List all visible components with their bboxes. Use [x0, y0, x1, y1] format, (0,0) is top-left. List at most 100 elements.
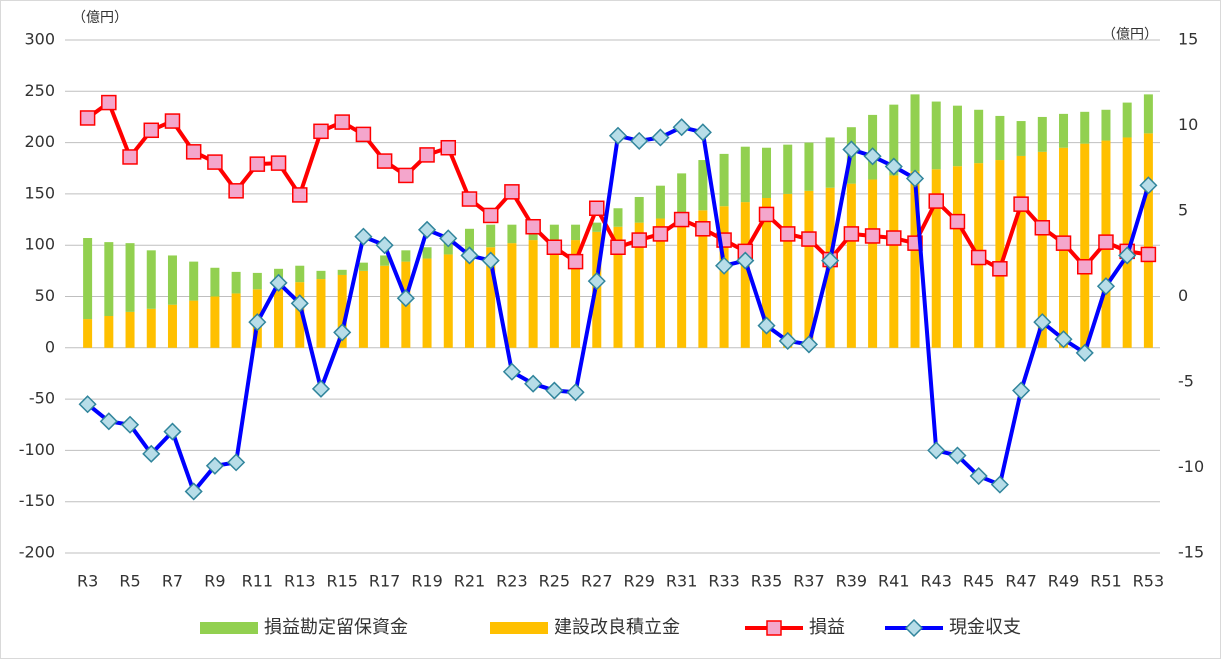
marker: [419, 147, 435, 163]
bar: [889, 104, 899, 176]
y2-tick-label: -15: [1178, 543, 1204, 562]
legend-label: 建設改良積立金: [554, 617, 680, 638]
bar: [846, 183, 856, 348]
marker: [970, 249, 987, 266]
marker: [290, 294, 309, 313]
bar: [783, 144, 793, 194]
bar: [698, 210, 708, 348]
x-tick-label: R35: [751, 572, 782, 591]
bar: [422, 247, 432, 259]
marker: [184, 482, 203, 501]
marker: [927, 441, 946, 460]
marker: [801, 231, 817, 247]
y-tick-label: 50: [35, 286, 55, 305]
marker: [905, 169, 925, 188]
marker: [886, 230, 902, 246]
y-tick-label: 300: [24, 30, 55, 49]
marker: [843, 226, 860, 242]
bar: [401, 250, 411, 262]
x-tick-label: R13: [284, 572, 315, 591]
x-tick-label: R17: [369, 572, 400, 591]
marker: [652, 226, 669, 242]
bar: [868, 179, 878, 348]
x-tick-label: R19: [411, 572, 442, 591]
bar: [910, 171, 920, 348]
legend-swatch: [200, 622, 258, 634]
y-tick-label: 150: [24, 183, 55, 202]
x-tick-label: R29: [623, 572, 654, 591]
bar: [486, 224, 496, 248]
marker: [207, 154, 223, 170]
bar: [910, 94, 920, 172]
marker: [398, 167, 414, 184]
marker: [969, 466, 988, 486]
bar: [931, 169, 941, 348]
marker: [1098, 234, 1114, 250]
x-tick-label: R41: [878, 572, 909, 591]
marker: [779, 226, 796, 242]
marker: [864, 228, 881, 244]
y-tick-label: 250: [24, 81, 55, 100]
y2-tick-label: -5: [1178, 372, 1194, 391]
bar: [804, 142, 814, 191]
marker: [525, 218, 541, 235]
marker: [269, 273, 288, 292]
marker: [695, 221, 711, 237]
marker: [842, 140, 861, 159]
marker: [651, 128, 670, 147]
x-tick-label: R53: [1133, 572, 1164, 591]
marker: [524, 374, 543, 393]
marker: [120, 415, 140, 434]
bar: [571, 240, 581, 348]
bar: [252, 272, 262, 290]
marker: [99, 412, 118, 431]
marker: [587, 272, 606, 291]
marker: [1075, 343, 1094, 362]
bar: [422, 258, 432, 348]
marker: [799, 335, 819, 354]
legend-swatch: [490, 622, 548, 634]
marker: [334, 114, 350, 130]
marker: [693, 123, 712, 142]
bar: [1016, 121, 1026, 156]
bar: [316, 279, 326, 348]
marker: [715, 256, 734, 275]
marker: [1076, 258, 1093, 275]
marker: [185, 144, 202, 160]
marker: [311, 379, 331, 398]
marker: [546, 239, 563, 256]
marker: [502, 362, 521, 381]
bar: [655, 218, 665, 348]
x-tick-label: R23: [496, 572, 527, 591]
bar: [337, 274, 347, 348]
marker: [1055, 235, 1072, 251]
bar: [719, 153, 729, 207]
bar: [274, 286, 284, 348]
marker: [440, 139, 457, 156]
bar: [952, 166, 962, 348]
marker: [270, 155, 287, 171]
marker: [355, 126, 372, 143]
bar: [571, 224, 581, 241]
marker: [608, 126, 628, 145]
x-tick-label: R9: [204, 572, 225, 591]
marker: [1013, 196, 1029, 212]
bar: [804, 190, 814, 348]
x-tick-label: R31: [666, 572, 697, 591]
bar: [210, 267, 220, 297]
bar: [592, 222, 602, 232]
marker: [1034, 220, 1051, 236]
x-tick-label: R47: [1005, 572, 1036, 591]
marker: [672, 118, 691, 137]
bar: [762, 198, 772, 348]
marker: [949, 213, 966, 230]
marker: [928, 193, 944, 209]
bar: [995, 115, 1005, 161]
x-tick-label: R7: [162, 572, 183, 591]
legend-marker: [766, 620, 782, 636]
bar: [104, 242, 114, 316]
marker: [757, 316, 776, 335]
bar: [189, 300, 199, 348]
bar: [677, 214, 687, 348]
x-tick-label: R11: [242, 572, 273, 591]
